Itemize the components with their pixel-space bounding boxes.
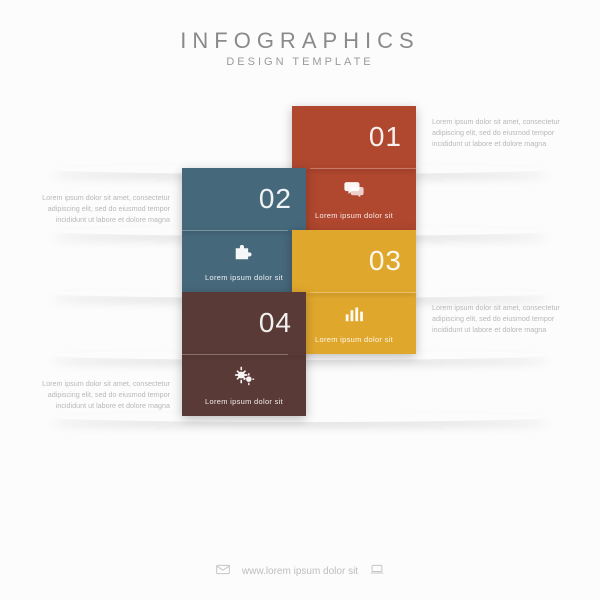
blurb-1: Lorem ipsum dolor sit amet, consectetur …	[432, 116, 577, 149]
puzzle-icon	[233, 240, 255, 267]
mail-icon	[216, 564, 230, 578]
footer-url: www.lorem ipsum dolor sit	[242, 566, 358, 577]
tile-number: 03	[369, 245, 402, 277]
tile-lower: Lorem ipsum dolor sit	[292, 168, 416, 230]
infographic-stage: 01 Lorem ipsum dolor sit 02 Lorem ipsum dol…	[0, 0, 600, 600]
tile-number: 04	[259, 307, 292, 339]
tile-number: 02	[259, 183, 292, 215]
gears-icon	[233, 364, 255, 391]
blurb-3: Lorem ipsum dolor sit amet, consectetur …	[432, 302, 577, 335]
blurb-4: Lorem ipsum dolor sit amet, consectetur …	[25, 378, 170, 411]
speech-bubbles-icon	[343, 178, 365, 205]
tile-lower: Lorem ipsum dolor sit	[182, 354, 306, 416]
tile-caption: Lorem ipsum dolor sit	[315, 211, 393, 220]
tile-lower: Lorem ipsum dolor sit	[182, 230, 306, 292]
tile-03: 03 Lorem ipsum dolor sit	[292, 230, 416, 354]
tile-01: 01 Lorem ipsum dolor sit	[292, 106, 416, 230]
shadow-strip	[0, 416, 600, 418]
tile-number-row: 04	[182, 292, 306, 354]
blurb-2: Lorem ipsum dolor sit amet, consectetur …	[25, 192, 170, 225]
tile-number: 01	[369, 121, 402, 153]
footer: www.lorem ipsum dolor sit	[0, 564, 600, 578]
laptop-icon	[370, 564, 384, 578]
tile-lower: Lorem ipsum dolor sit	[292, 292, 416, 354]
tile-caption: Lorem ipsum dolor sit	[205, 397, 283, 406]
tile-02: 02 Lorem ipsum dolor sit	[182, 168, 306, 292]
tile-number-row: 03	[292, 230, 416, 292]
tile-caption: Lorem ipsum dolor sit	[315, 335, 393, 344]
tile-number-row: 01	[292, 106, 416, 168]
tile-caption: Lorem ipsum dolor sit	[205, 273, 283, 282]
tile-04: 04 Lorem ipsum dolor sit	[182, 292, 306, 416]
tile-number-row: 02	[182, 168, 306, 230]
bar-chart-icon	[343, 302, 365, 329]
